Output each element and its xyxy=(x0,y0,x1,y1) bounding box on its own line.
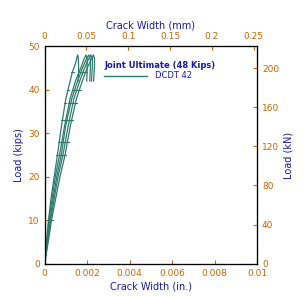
X-axis label: Crack Width (mm): Crack Width (mm) xyxy=(107,20,195,30)
X-axis label: Crack Width (in.): Crack Width (in.) xyxy=(110,282,192,292)
Text: DCDT 42: DCDT 42 xyxy=(155,71,192,80)
Y-axis label: Load (kips): Load (kips) xyxy=(14,128,24,182)
Y-axis label: Load (kN): Load (kN) xyxy=(283,131,294,179)
Text: Joint Ultimate (48 Kips): Joint Ultimate (48 Kips) xyxy=(104,61,215,70)
